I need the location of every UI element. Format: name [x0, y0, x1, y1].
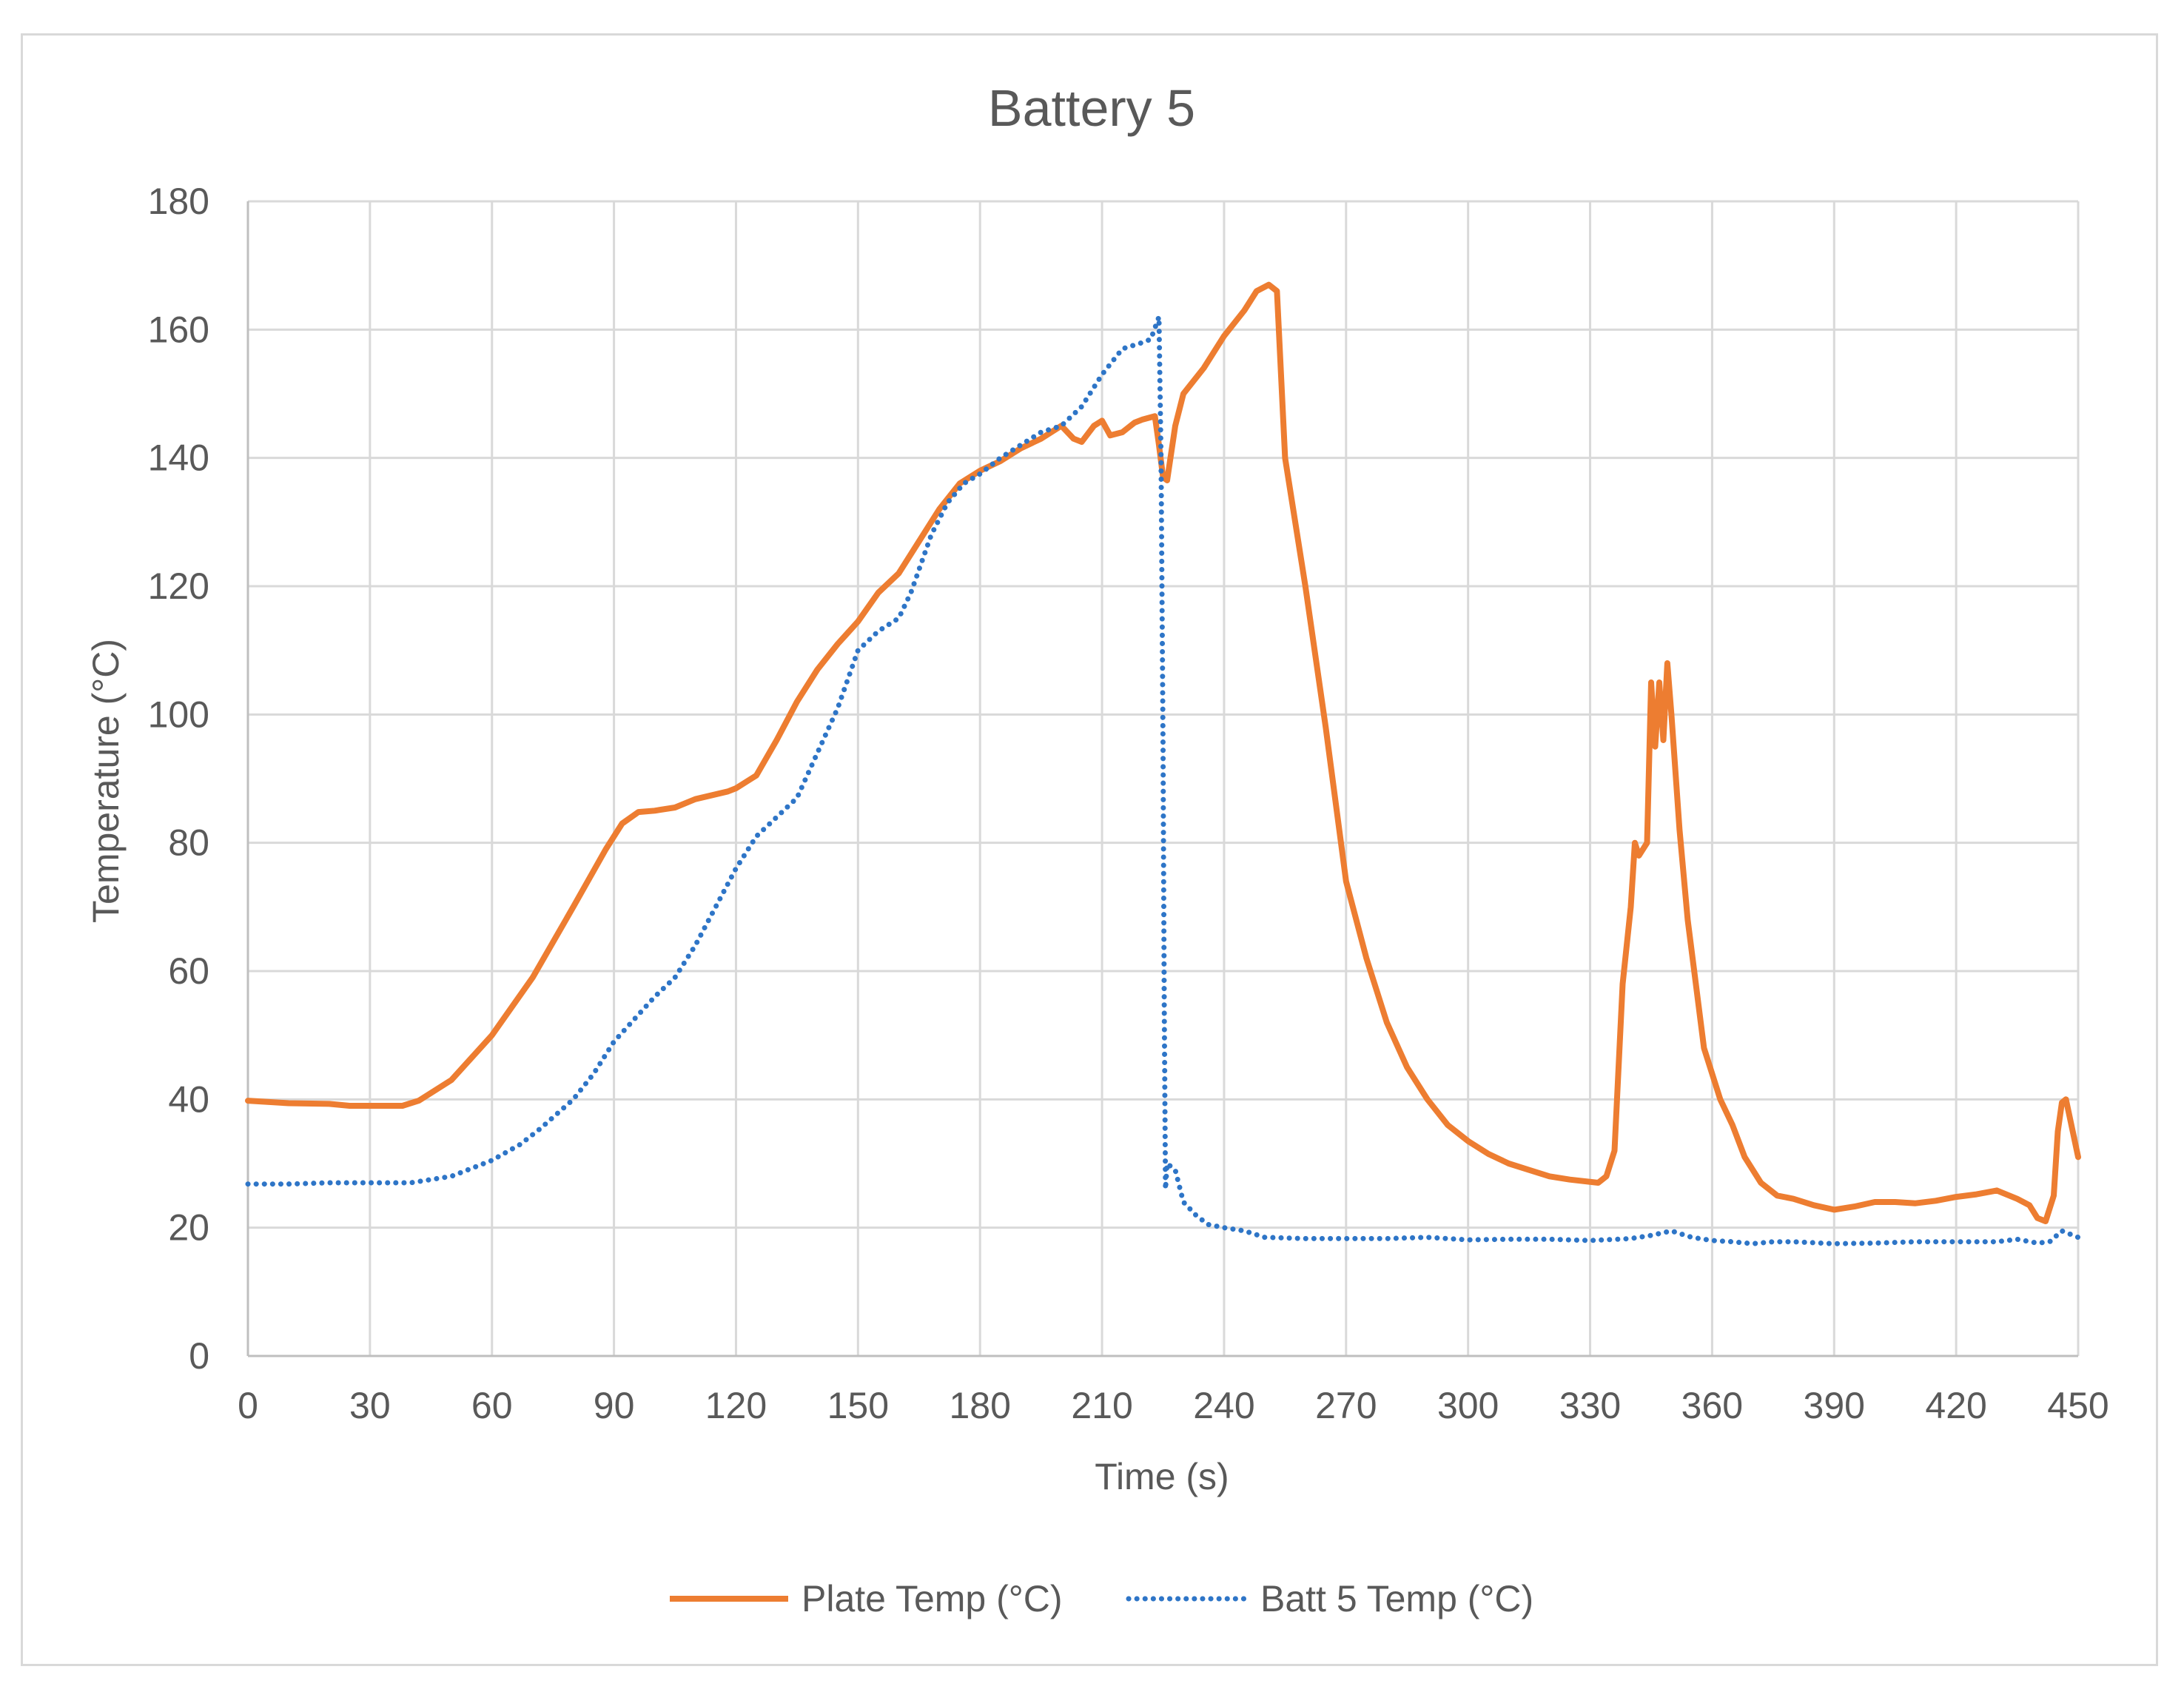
legend-label: Batt 5 Temp (°C) [1260, 1578, 1533, 1619]
series-lines [245, 281, 2081, 1246]
x-tick-labels: 0 30 60 90 120 150 180 210 240 270 300 330 360 390 420… [238, 1385, 2109, 1426]
legend: Plate Temp (°C) Batt 5 Temp (°C) [670, 1578, 1533, 1619]
x-tick-label: 420 [1925, 1385, 1986, 1426]
y-tick-label: 140 [148, 437, 209, 479]
chart-title: Battery 5 [988, 79, 1195, 137]
x-axis-label: Time (s) [1095, 1456, 1229, 1497]
x-tick-label: 90 [594, 1385, 635, 1426]
y-tick-labels: 0 20 40 60 80 100 120 140 160 180 [148, 181, 209, 1377]
y-tick-label: 160 [148, 309, 209, 350]
y-tick-label: 100 [148, 694, 209, 735]
x-tick-label: 270 [1315, 1385, 1377, 1426]
x-tick-label: 390 [1804, 1385, 1865, 1426]
y-axis-label: Temperature (°C) [85, 639, 127, 923]
x-tick-label: 450 [2047, 1385, 2109, 1426]
x-tick-label: 180 [949, 1385, 1010, 1426]
axes [246, 201, 2078, 1357]
series-line-batt-5-temp [245, 314, 2081, 1246]
y-tick-label: 80 [168, 822, 209, 864]
y-tick-label: 20 [168, 1207, 209, 1249]
x-tick-label: 60 [471, 1385, 513, 1426]
x-tick-label: 330 [1559, 1385, 1621, 1426]
legend-label: Plate Temp (°C) [802, 1578, 1063, 1619]
y-tick-label: 180 [148, 181, 209, 222]
y-tick-label: 40 [168, 1078, 209, 1120]
x-tick-label: 210 [1071, 1385, 1132, 1426]
chart-frame [21, 33, 2158, 1666]
x-tick-label: 240 [1193, 1385, 1254, 1426]
x-tick-label: 120 [705, 1385, 767, 1426]
y-tick-label: 120 [148, 565, 209, 607]
x-tick-label: 150 [827, 1385, 889, 1426]
series-line-plate-temp [245, 281, 2081, 1224]
x-tick-label: 30 [349, 1385, 391, 1426]
y-tick-label: 60 [168, 950, 209, 992]
x-tick-label: 360 [1681, 1385, 1743, 1426]
y-tick-label: 0 [189, 1335, 209, 1377]
x-tick-label: 300 [1437, 1385, 1499, 1426]
x-tick-label: 0 [238, 1385, 258, 1426]
gridlines [246, 200, 2080, 1357]
